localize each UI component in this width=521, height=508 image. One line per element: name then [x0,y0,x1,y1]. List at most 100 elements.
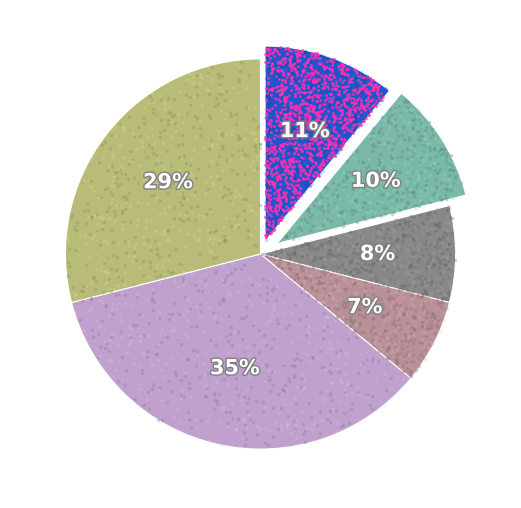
Point [293,47,302,55]
Point [377,328,386,336]
Point [410,368,418,376]
Point [441,185,449,193]
Point [392,134,400,142]
Point [417,307,426,315]
Point [407,149,416,157]
Point [316,363,325,371]
Point [179,281,188,289]
Point [136,337,144,345]
Point [421,288,430,296]
Point [187,393,195,401]
Point [264,177,272,185]
Point [148,285,156,293]
Point [352,321,360,329]
Point [263,248,271,257]
Point [196,73,205,81]
Point [311,284,319,292]
Point [320,84,328,92]
Point [288,103,296,111]
Point [106,333,115,341]
Point [401,237,409,245]
Point [335,103,343,111]
Point [354,112,363,120]
Point [321,216,329,224]
Point [385,217,393,226]
Point [324,140,332,148]
Point [304,111,313,119]
Point [288,254,296,262]
Point [413,364,421,372]
Point [365,97,374,105]
Point [350,71,358,79]
Point [112,179,120,187]
Point [430,319,438,327]
Point [230,223,239,231]
Point [203,86,211,94]
Point [322,158,331,166]
Point [384,344,393,352]
Point [326,391,334,399]
Point [272,143,281,151]
Point [393,358,401,366]
Point [380,139,388,147]
Point [318,60,326,69]
Point [111,366,119,374]
Point [264,276,272,284]
Point [414,113,423,121]
Point [403,168,411,176]
Point [314,280,322,289]
Point [127,336,135,344]
Point [316,251,325,260]
Point [364,100,372,108]
Point [307,353,316,361]
Point [352,249,360,257]
Point [161,100,169,108]
Point [334,133,343,141]
Point [406,371,415,379]
Point [163,398,171,406]
Point [267,172,276,180]
Point [217,131,226,139]
Point [327,98,336,106]
Point [321,296,330,304]
Point [404,98,413,106]
Point [306,112,314,120]
Point [83,177,92,185]
Point [416,275,425,283]
Point [250,340,258,348]
Point [143,217,152,225]
Point [264,155,272,164]
Point [314,82,322,90]
Point [280,71,289,79]
Point [362,168,370,176]
Point [374,85,382,93]
Point [389,307,398,315]
Point [247,364,256,372]
Point [332,95,341,103]
Point [302,59,310,67]
Point [418,293,426,301]
Point [328,58,336,67]
Point [374,138,382,146]
Point [288,120,296,128]
Point [261,58,269,66]
Point [264,79,272,87]
Point [432,231,441,239]
Point [326,249,334,258]
Point [283,136,292,144]
Point [445,217,454,225]
Point [289,55,297,64]
Point [311,290,319,298]
Point [349,210,357,218]
Point [340,386,348,394]
Point [390,186,399,194]
Point [353,147,361,155]
Point [287,139,295,147]
Point [294,88,302,97]
Point [318,59,326,67]
Point [397,107,405,115]
Point [334,308,343,316]
Point [348,198,356,206]
Point [252,209,260,217]
Point [349,72,357,80]
